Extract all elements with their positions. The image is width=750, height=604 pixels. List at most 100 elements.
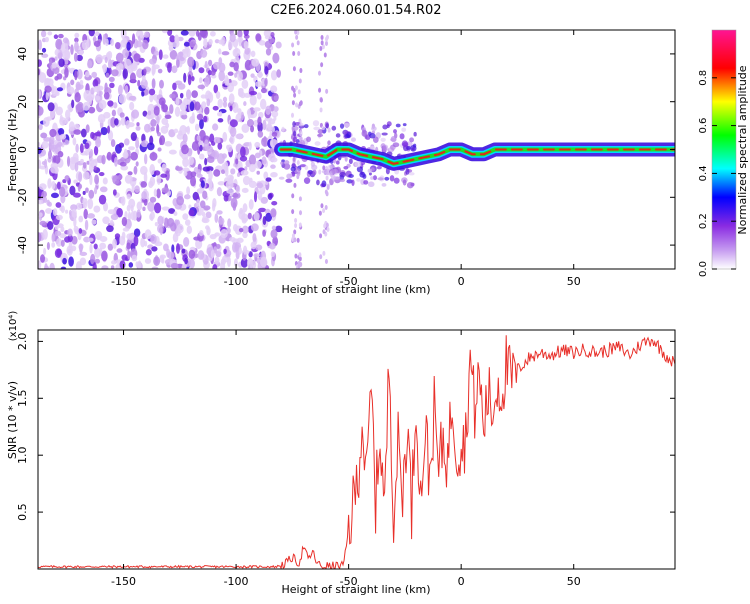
spectrogram-blob bbox=[176, 223, 184, 234]
spectrogram-blob bbox=[168, 208, 176, 214]
spectrogram-blob bbox=[316, 179, 320, 186]
spectrogram-blob bbox=[257, 116, 262, 126]
colorbar-ticks: 0.0 0.2 0.4 0.6 0.8 bbox=[698, 70, 736, 277]
spectrogram-blob bbox=[270, 171, 278, 178]
spectrogram-blob bbox=[120, 116, 126, 126]
spectrogram-blob bbox=[320, 62, 324, 68]
spectrogram-blob bbox=[262, 229, 266, 237]
spectrogram-blob bbox=[205, 211, 212, 219]
spectrogram-blob bbox=[141, 91, 145, 97]
spectrogram-blob bbox=[107, 125, 111, 134]
spectrogram-blob bbox=[259, 98, 267, 110]
spectrogram-blob bbox=[348, 174, 354, 179]
spectrogram-blob bbox=[188, 156, 194, 166]
spectrogram-blob bbox=[94, 31, 100, 37]
spectrogram-blob bbox=[346, 131, 352, 139]
spectrogram-blob bbox=[317, 133, 324, 138]
spectrogram-blob bbox=[66, 155, 71, 167]
spectrogram-blob bbox=[98, 172, 105, 177]
spectrogram-blob bbox=[95, 54, 103, 64]
spectrogram-blob bbox=[82, 171, 90, 180]
spectrogram-blob bbox=[150, 233, 157, 245]
spectrogram-blob bbox=[56, 181, 61, 190]
spectrogram-blob bbox=[47, 201, 52, 207]
spectrogram-blob bbox=[225, 180, 234, 190]
spectrogram-blob bbox=[331, 168, 338, 174]
spectrogram-blob bbox=[234, 244, 240, 252]
spectrogram-blob bbox=[160, 173, 168, 178]
spectrogram-blob bbox=[197, 250, 205, 260]
spectrogram-blob bbox=[292, 125, 299, 131]
spectrogram-blob bbox=[210, 249, 215, 259]
spectrogram-blob bbox=[83, 89, 92, 101]
spectrogram-blob bbox=[74, 32, 80, 38]
spectrogram-blob bbox=[351, 179, 355, 186]
spectrogram-blob bbox=[87, 60, 93, 69]
spectrogram-blob bbox=[197, 84, 206, 90]
spectrogram-blob bbox=[401, 127, 407, 132]
spectrogram-blob bbox=[247, 108, 252, 120]
spectrogram-blob bbox=[241, 213, 249, 223]
spectrogram-blob bbox=[263, 159, 267, 165]
spectrogram-blob bbox=[204, 60, 208, 69]
spectrogram-blob bbox=[102, 63, 108, 74]
spectrogram-blob bbox=[122, 227, 130, 232]
spectrogram-blob bbox=[215, 91, 221, 99]
spectrogram-blob bbox=[88, 237, 94, 242]
spectrogram-blob bbox=[112, 174, 120, 185]
spectrogram-blob bbox=[67, 234, 73, 243]
spectrogram-blob bbox=[206, 156, 215, 164]
y-tick-label: 0 bbox=[16, 146, 29, 153]
spectrogram-blob bbox=[275, 225, 283, 233]
spectrogram-blob bbox=[41, 140, 49, 149]
spectrogram-blob bbox=[178, 51, 184, 58]
spectrogram-blob bbox=[128, 95, 137, 101]
spectrogram-blob bbox=[294, 85, 298, 91]
spectrogram-blob bbox=[114, 41, 121, 50]
spectrogram-blob bbox=[269, 38, 276, 44]
spectrogram-blob bbox=[199, 153, 205, 160]
spectrogram-blob bbox=[144, 240, 148, 247]
spectrogram-blob bbox=[135, 138, 140, 149]
spectrogram-blob bbox=[325, 34, 329, 40]
spectrogram-blob bbox=[137, 79, 141, 87]
spectrogram-blob bbox=[126, 242, 131, 250]
spectrogram-blob bbox=[256, 92, 262, 100]
spectrogram-blob bbox=[405, 168, 410, 175]
spectrogram-blob bbox=[264, 66, 269, 75]
spectrogram-blob bbox=[161, 117, 169, 125]
spectrogram-blob bbox=[293, 237, 297, 243]
spectrogram-blob bbox=[104, 38, 109, 47]
spectrogram-blob bbox=[381, 132, 388, 136]
spectrogram-blob bbox=[149, 93, 154, 103]
spectrogram-blob bbox=[87, 213, 95, 219]
spectrogram-blob bbox=[76, 68, 83, 80]
spectrogram-blob bbox=[59, 233, 67, 239]
spectrogram-blob bbox=[90, 253, 96, 265]
spectrogram-blob bbox=[116, 248, 123, 253]
spectrogram-blob bbox=[249, 90, 258, 96]
spectrogram-blob bbox=[157, 68, 163, 74]
spectrogram-blob bbox=[208, 170, 213, 181]
y-tick-label: -20 bbox=[16, 188, 29, 206]
spectrogram-blob bbox=[60, 42, 69, 54]
spectrogram-blob bbox=[47, 150, 53, 160]
spectrogram-blob bbox=[182, 157, 189, 168]
spectrogram-blob bbox=[107, 209, 116, 215]
spectrogram-blob bbox=[187, 74, 192, 86]
spectrogram-blob bbox=[295, 34, 299, 40]
spectrogram-blob bbox=[149, 58, 157, 65]
spectrogram-blob bbox=[80, 158, 84, 164]
spectrogram-blob bbox=[283, 160, 290, 166]
spectrogram-blob bbox=[93, 243, 98, 250]
spectrogram-blob bbox=[106, 151, 112, 161]
spectrogram-blob bbox=[263, 135, 267, 147]
spectrogram-blob bbox=[215, 250, 222, 258]
spectrogram-blob bbox=[75, 81, 81, 91]
spectrogram-blob bbox=[89, 174, 93, 186]
spectrogram-blob bbox=[271, 126, 275, 134]
spectrogram-blob bbox=[55, 38, 63, 50]
spectrogram-blob bbox=[339, 171, 347, 178]
spectrogram-blob bbox=[42, 229, 48, 240]
